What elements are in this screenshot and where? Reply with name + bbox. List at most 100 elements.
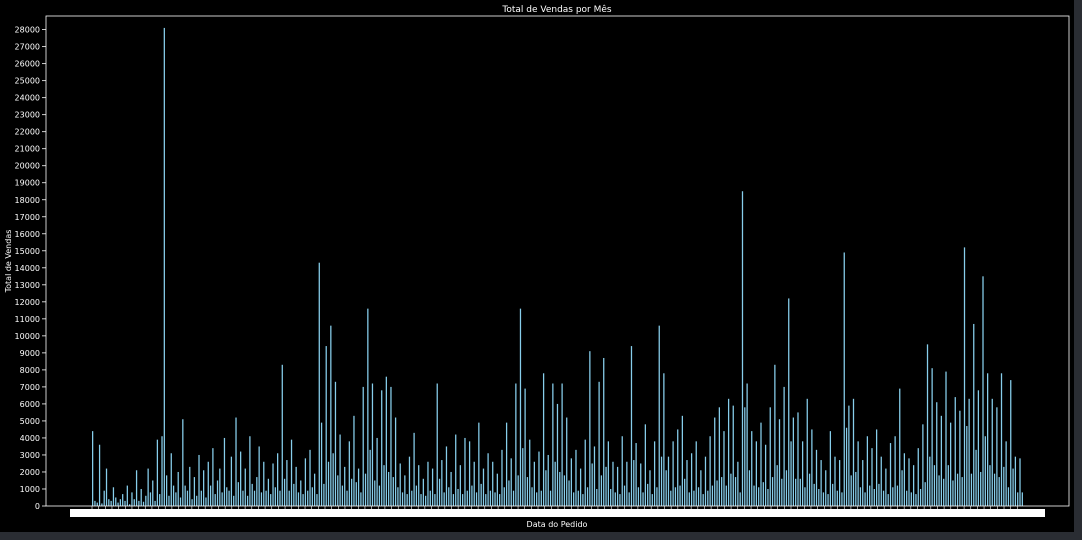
- bar: [910, 492, 912, 506]
- bar: [801, 441, 804, 506]
- bar: [827, 494, 829, 506]
- bar: [945, 371, 947, 506]
- bar: [908, 458, 910, 506]
- bar: [383, 465, 385, 506]
- bar: [549, 490, 552, 506]
- y-tick-label: 3000: [20, 451, 40, 460]
- bar: [462, 494, 464, 506]
- bar: [309, 449, 311, 506]
- bar: [711, 485, 714, 506]
- bar: [563, 475, 566, 507]
- bar: [859, 487, 862, 506]
- bar: [228, 490, 230, 506]
- bar: [159, 494, 161, 506]
- y-tick-label: 19000: [15, 179, 40, 188]
- bar: [265, 490, 267, 506]
- bar: [956, 473, 959, 506]
- bar: [152, 480, 154, 506]
- y-tick-label: 12000: [15, 298, 40, 307]
- bar: [499, 494, 501, 506]
- bar: [230, 456, 233, 506]
- bar: [149, 492, 152, 506]
- bar: [256, 477, 258, 506]
- y-tick-label: 8000: [20, 366, 40, 375]
- bar: [353, 415, 355, 506]
- bar: [642, 492, 644, 506]
- bar: [422, 478, 424, 506]
- bar: [401, 492, 404, 506]
- bar: [293, 483, 295, 506]
- bar: [272, 463, 274, 506]
- bar: [716, 480, 718, 506]
- bar: [1017, 492, 1019, 506]
- bar: [517, 475, 519, 507]
- bar: [325, 346, 327, 506]
- bar: [630, 346, 633, 506]
- bar: [626, 461, 628, 506]
- horizontal-scrollbar[interactable]: [0, 532, 1082, 540]
- bar: [660, 456, 663, 506]
- bar: [885, 468, 887, 506]
- bar: [875, 429, 878, 506]
- bar: [184, 485, 186, 506]
- bar: [621, 436, 623, 506]
- bar: [838, 460, 841, 506]
- bar: [871, 448, 873, 506]
- bar: [360, 492, 362, 506]
- bar: [374, 480, 376, 506]
- bar: [785, 470, 788, 506]
- bar: [647, 483, 649, 506]
- y-tick-label: 1000: [20, 485, 40, 494]
- plot-frame: [45, 15, 1070, 507]
- bar: [362, 386, 364, 506]
- bar: [519, 308, 522, 506]
- bar: [702, 494, 704, 506]
- bar: [1007, 487, 1010, 506]
- bar: [880, 456, 882, 506]
- y-tick-label: 17000: [15, 213, 40, 222]
- bar: [931, 368, 933, 506]
- bar: [281, 364, 283, 506]
- bar: [480, 483, 482, 506]
- bar: [878, 483, 880, 506]
- bar: [494, 492, 496, 506]
- bar: [862, 460, 864, 506]
- bar: [693, 490, 695, 506]
- bar: [753, 485, 755, 506]
- bar: [746, 383, 748, 506]
- vertical-scrollbar[interactable]: [1074, 0, 1082, 540]
- bar: [605, 466, 607, 506]
- bar: [253, 490, 256, 506]
- bar: [533, 461, 535, 506]
- bar: [117, 502, 119, 506]
- bar: [468, 441, 471, 506]
- x-axis-ticks: [70, 506, 1045, 517]
- bar: [556, 403, 559, 506]
- bar: [297, 492, 300, 506]
- bar: [954, 397, 956, 506]
- bar: [573, 492, 575, 506]
- bar: [334, 381, 337, 506]
- chart-title: Total de Vendas por Mês: [501, 4, 612, 15]
- bar: [559, 471, 561, 506]
- bar: [889, 443, 892, 506]
- bar: [843, 252, 845, 506]
- bar: [307, 490, 309, 506]
- bar: [203, 470, 205, 506]
- bar: [582, 494, 584, 506]
- bar: [741, 191, 744, 507]
- bar: [966, 426, 968, 506]
- bar: [378, 485, 381, 506]
- bar: [623, 485, 626, 506]
- y-tick-label: 26000: [15, 60, 40, 69]
- bar: [367, 308, 369, 506]
- bar: [808, 473, 811, 506]
- y-tick-label: 18000: [15, 196, 40, 205]
- bar: [672, 441, 674, 506]
- bar: [179, 497, 182, 506]
- bar: [436, 383, 438, 506]
- bar: [161, 436, 163, 506]
- bar: [570, 458, 572, 506]
- bar: [540, 490, 542, 506]
- bar: [566, 417, 568, 506]
